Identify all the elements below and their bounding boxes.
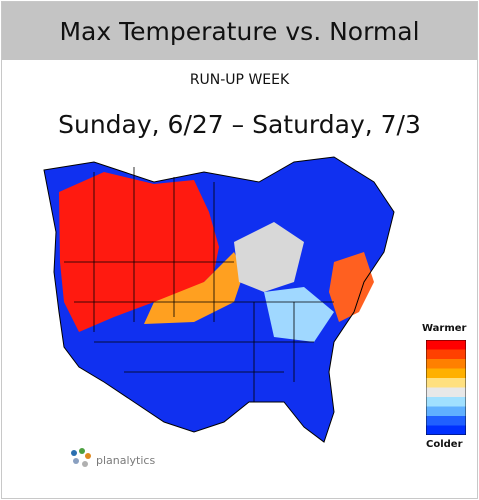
scale-swatch	[426, 425, 466, 435]
scale-swatch	[426, 368, 466, 378]
map-borders	[64, 167, 334, 402]
map-neutral-east	[264, 287, 334, 342]
legend-warmer-label: Warmer	[422, 323, 467, 334]
planalytics-logo	[71, 448, 91, 467]
date-range: Sunday, 6/27 – Saturday, 7/3	[58, 110, 421, 139]
brand-name: planalytics	[96, 454, 156, 467]
legend-colder-label: Colder	[426, 439, 463, 450]
scale-swatch	[426, 378, 466, 388]
temperature-anomaly-map	[43, 156, 395, 443]
map-warm-central	[144, 252, 244, 324]
scale-swatch	[426, 359, 466, 369]
map-neutral-central	[234, 222, 304, 292]
scale-swatch	[426, 406, 466, 416]
page-title: Max Temperature vs. Normal	[59, 16, 420, 46]
scale-swatch	[426, 340, 466, 350]
scale-swatch	[426, 416, 466, 426]
scale-swatch	[426, 387, 466, 397]
scale-swatch	[426, 349, 466, 359]
scale-swatch	[426, 397, 466, 407]
map-warm-northeast	[329, 252, 374, 322]
legend-color-scale	[426, 340, 466, 435]
title-bar: Max Temperature vs. Normal	[2, 2, 477, 60]
subtitle: RUN-UP WEEK	[189, 72, 290, 88]
